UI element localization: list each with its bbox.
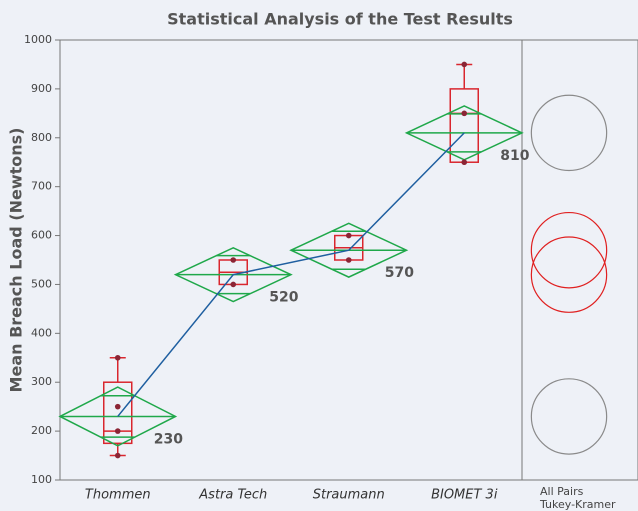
data-point (345, 232, 352, 239)
y-axis-label: Mean Breach Load (Newtons) (7, 128, 26, 393)
comparison-label: All Pairs (540, 485, 584, 498)
data-point (345, 257, 352, 263)
data-point (461, 110, 468, 117)
comparison-circle (530, 378, 608, 455)
x-tick-label: BIOMET 3i (431, 488, 498, 503)
data-point (114, 452, 121, 459)
data-point (114, 403, 121, 410)
y-tick-label: 1000 (24, 33, 52, 46)
value-label: 230 (154, 431, 183, 447)
data-point (461, 159, 468, 166)
box (103, 381, 133, 445)
comparison-label: Tukey-Kramer (539, 498, 616, 511)
value-label: 520 (269, 290, 298, 306)
y-tick-label: 800 (31, 131, 52, 144)
data-point (461, 61, 468, 68)
data-point (114, 428, 121, 434)
comparison-circle (530, 94, 608, 172)
value-label: 810 (500, 148, 529, 164)
x-tick-label: Astra Tech (198, 488, 267, 503)
data-point (114, 354, 121, 361)
y-tick-label: 100 (31, 473, 52, 486)
value-label: 570 (385, 265, 414, 281)
y-tick-label: 400 (31, 326, 52, 339)
data-point (230, 257, 237, 263)
plot-frame (59, 39, 638, 481)
comparison-circle (530, 236, 608, 313)
x-tick-label: Thommen (85, 488, 151, 503)
y-tick-label: 300 (31, 375, 52, 388)
means-line (117, 132, 465, 417)
comparison-circle (530, 211, 608, 289)
x-tick-label: Straumann (313, 488, 385, 503)
data-point (230, 281, 237, 288)
y-tick-label: 900 (31, 82, 52, 95)
y-tick-label: 600 (31, 229, 52, 242)
y-tick-label: 700 (31, 180, 52, 193)
chart-title: Statistical Analysis of the Test Results (167, 10, 513, 29)
y-tick-label: 200 (31, 424, 52, 437)
y-tick-label: 500 (31, 277, 52, 290)
